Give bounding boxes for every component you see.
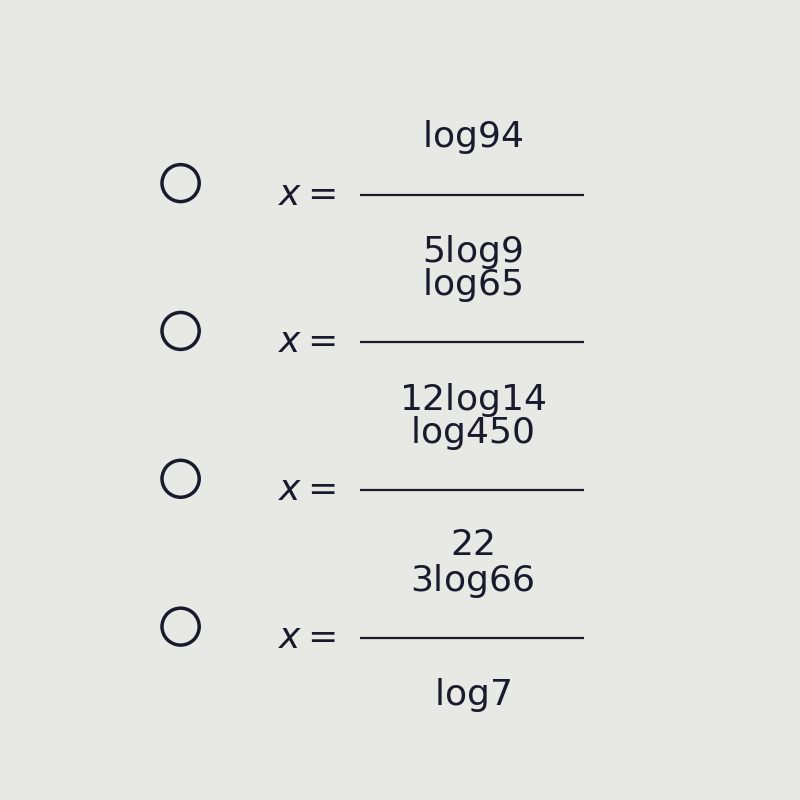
Text: $x =$: $x =$ [278, 326, 336, 359]
Text: $\mathrm{log 450}$: $\mathrm{log 450}$ [410, 414, 534, 452]
Text: $\mathrm{22}$: $\mathrm{22}$ [450, 529, 494, 562]
Text: $\mathrm{12 log 14}$: $\mathrm{12 log 14}$ [398, 381, 546, 418]
Text: $\mathrm{log 94}$: $\mathrm{log 94}$ [422, 118, 522, 156]
Text: $\mathrm{log 7}$: $\mathrm{log 7}$ [434, 676, 510, 714]
Text: $x =$: $x =$ [278, 474, 336, 507]
Text: $\mathrm{log 65}$: $\mathrm{log 65}$ [422, 266, 522, 304]
Text: $\mathrm{5 log 9}$: $\mathrm{5 log 9}$ [422, 233, 522, 270]
Text: $\mathrm{3 log 66}$: $\mathrm{3 log 66}$ [410, 562, 534, 600]
Text: $x =$: $x =$ [278, 621, 336, 655]
Text: $x =$: $x =$ [278, 178, 336, 211]
